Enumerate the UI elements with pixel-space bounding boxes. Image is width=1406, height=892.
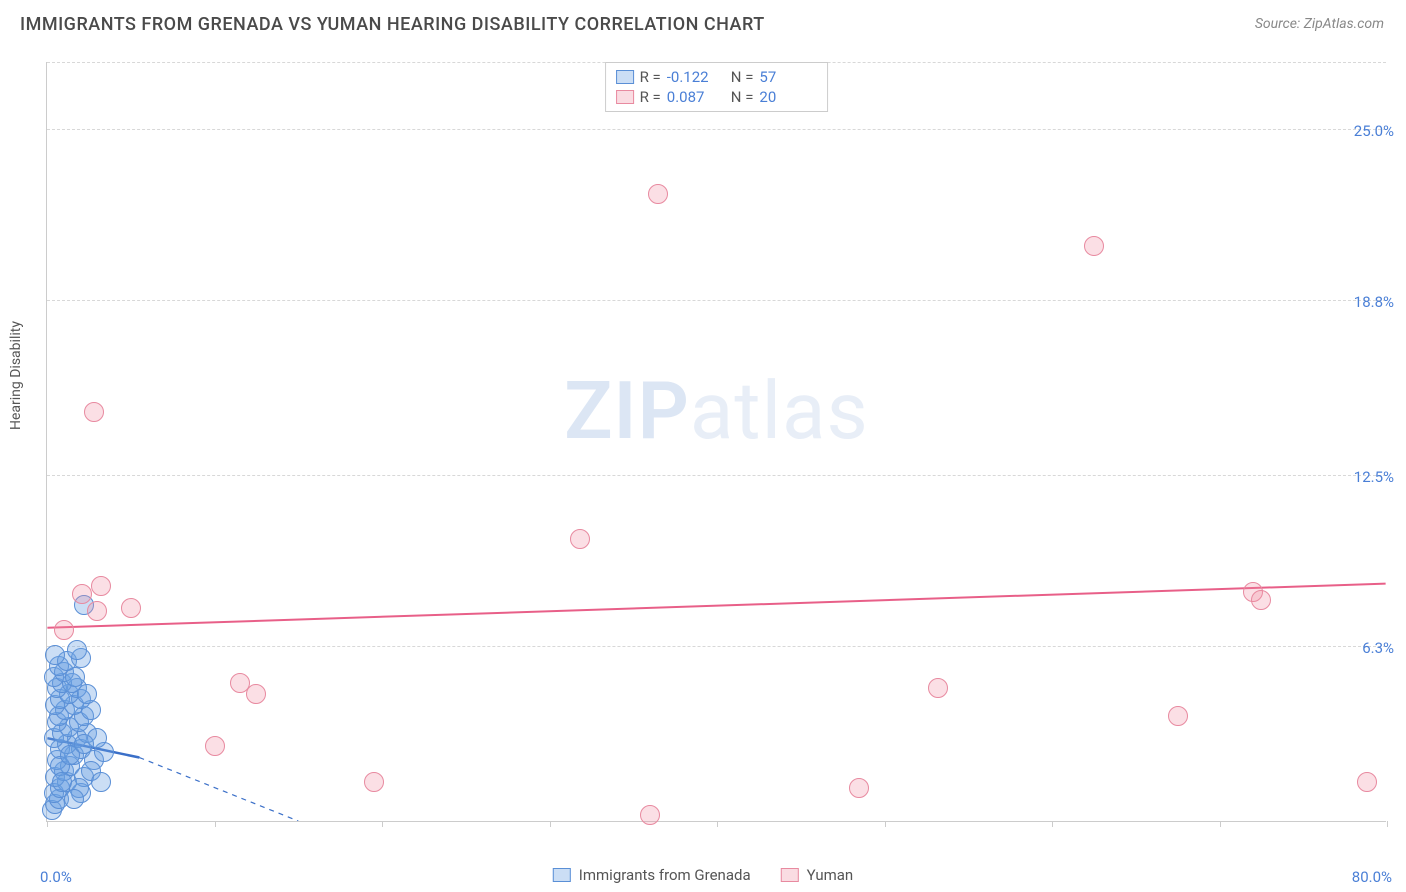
gridline: [47, 300, 1386, 301]
data-point: [1357, 772, 1377, 792]
data-point: [91, 576, 111, 596]
legend-row: R = 0.087 N = 20: [616, 87, 818, 107]
x-tick: [1052, 821, 1053, 827]
legend-swatch: [553, 868, 571, 882]
x-axis-min: 0.0%: [40, 868, 72, 886]
x-tick: [550, 821, 551, 827]
data-point: [45, 645, 65, 665]
y-tick-label: 18.8%: [1354, 293, 1394, 311]
data-point: [72, 584, 92, 604]
legend-swatch: [616, 70, 634, 84]
x-tick: [382, 821, 383, 827]
gridline: [47, 475, 1386, 476]
y-tick-label: 12.5%: [1354, 468, 1394, 486]
x-tick: [1387, 821, 1388, 827]
legend-swatch: [781, 868, 799, 882]
n-value: 57: [759, 68, 817, 86]
legend-item: Yuman: [781, 866, 854, 884]
data-point: [64, 789, 84, 809]
data-point: [52, 772, 72, 792]
x-axis-max: 80.0%: [1352, 868, 1392, 886]
chart-title: IMMIGRANTS FROM GRENADA VS YUMAN HEARING…: [20, 14, 765, 35]
n-label: N =: [731, 88, 754, 106]
n-label: N =: [731, 68, 754, 86]
watermark: ZIPatlas: [564, 364, 869, 458]
source-label: Source: ZipAtlas.com: [1255, 16, 1384, 32]
data-point: [54, 620, 74, 640]
data-point: [1251, 590, 1271, 610]
legend-item: Immigrants from Grenada: [553, 866, 751, 884]
data-point: [74, 734, 94, 754]
y-tick-label: 25.0%: [1354, 122, 1394, 140]
data-point: [84, 402, 104, 422]
legend-row: R = -0.122 N = 57: [616, 67, 818, 87]
data-point: [364, 772, 384, 792]
correlation-legend: R = -0.122 N = 57 R = 0.087 N = 20: [605, 62, 829, 112]
x-tick: [47, 821, 48, 827]
x-tick: [885, 821, 886, 827]
data-point: [640, 805, 660, 825]
data-point: [87, 601, 107, 621]
data-point: [1084, 236, 1104, 256]
x-tick: [1220, 821, 1221, 827]
legend-swatch: [616, 90, 634, 104]
data-point: [246, 684, 266, 704]
plot-area: ZIPatlas R = -0.122 N = 57 R = 0.087 N = 20: [46, 62, 1386, 822]
series-legend: Immigrants from Grenada Yuman: [553, 866, 853, 884]
gridline: [47, 129, 1386, 130]
gridline: [47, 646, 1386, 647]
y-axis-label: Hearing Disability: [8, 321, 24, 430]
x-tick: [717, 821, 718, 827]
data-point: [205, 736, 225, 756]
legend-label: Immigrants from Grenada: [579, 866, 751, 884]
data-point: [849, 778, 869, 798]
y-tick-label: 6.3%: [1362, 639, 1394, 657]
data-point: [570, 529, 590, 549]
data-point: [121, 598, 141, 618]
data-point: [928, 678, 948, 698]
data-point: [91, 772, 111, 792]
n-value: 20: [759, 88, 817, 106]
r-label: R =: [640, 88, 661, 106]
data-point: [67, 640, 87, 660]
data-point: [1168, 706, 1188, 726]
r-value: 0.087: [667, 88, 725, 106]
r-value: -0.122: [667, 68, 725, 86]
x-tick: [215, 821, 216, 827]
trend-lines: [47, 62, 1386, 821]
legend-label: Yuman: [807, 866, 854, 884]
data-point: [648, 184, 668, 204]
r-label: R =: [640, 68, 661, 86]
